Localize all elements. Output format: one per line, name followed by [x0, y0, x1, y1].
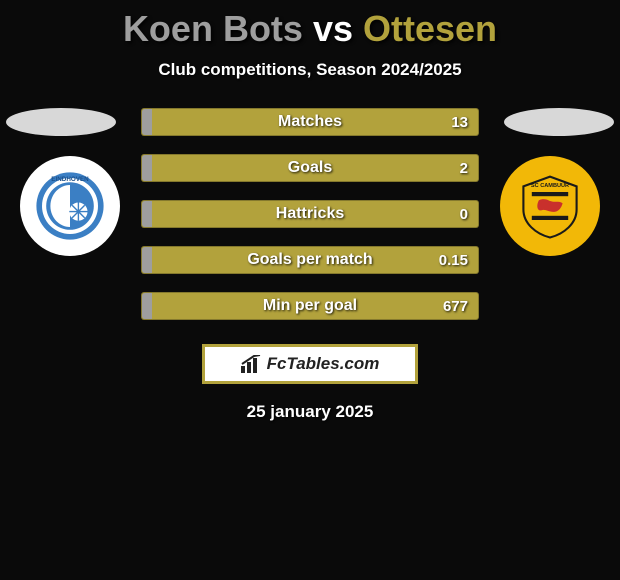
- vs-text: vs: [313, 8, 353, 49]
- subtitle: Club competitions, Season 2024/2025: [158, 60, 461, 80]
- stat-bar-label: Goals: [288, 159, 332, 177]
- brand-text: FcTables.com: [267, 354, 380, 374]
- player2-name: Ottesen: [363, 8, 497, 49]
- stat-bar-value: 0: [460, 206, 468, 223]
- stat-bar-value: 13: [451, 114, 468, 131]
- stat-bar: Min per goal 677: [141, 292, 479, 320]
- stat-bar-value: 0.15: [439, 252, 468, 269]
- stat-bar-fill: [142, 155, 152, 181]
- stat-bar-label: Min per goal: [263, 297, 357, 315]
- stat-bar-value: 677: [443, 298, 468, 315]
- player1-name: Koen Bots: [123, 8, 303, 49]
- stat-bars: Matches 13 Goals 2 Hattricks 0 Goals per match…: [141, 108, 479, 320]
- stat-bar: Hattricks 0: [141, 200, 479, 228]
- chart-icon: [241, 355, 263, 373]
- player2-ellipse: [504, 108, 614, 136]
- stat-bar-fill: [142, 247, 152, 273]
- sc-cambuur-icon: SC CAMBUUR: [515, 171, 585, 241]
- club-badge-right: SC CAMBUUR: [500, 156, 600, 256]
- stat-bar-value: 2: [460, 160, 468, 177]
- comparison-body: EINDHOVEN SC CAMBUUR Matches 13 Goals 2 Hatt…: [0, 108, 620, 422]
- stat-bar: Goals per match 0.15: [141, 246, 479, 274]
- stat-bar-fill: [142, 201, 152, 227]
- stat-bar-fill: [142, 293, 152, 319]
- stat-bar-label: Goals per match: [247, 251, 372, 269]
- club-badge-left: EINDHOVEN: [20, 156, 120, 256]
- page-title: Koen Bots vs Ottesen: [123, 8, 497, 50]
- date-text: 25 january 2025: [247, 402, 374, 422]
- svg-text:EINDHOVEN: EINDHOVEN: [51, 176, 89, 183]
- stat-bar-label: Matches: [278, 113, 342, 131]
- stat-bar: Goals 2: [141, 154, 479, 182]
- brand-box: FcTables.com: [202, 344, 418, 384]
- stat-bar-label: Hattricks: [276, 205, 344, 223]
- stat-bar-fill: [142, 109, 152, 135]
- comparison-infographic: Koen Bots vs Ottesen Club competitions, …: [0, 0, 620, 422]
- fc-eindhoven-icon: EINDHOVEN: [35, 171, 105, 241]
- player1-ellipse: [6, 108, 116, 136]
- svg-text:SC CAMBUUR: SC CAMBUUR: [531, 183, 569, 189]
- stat-bar: Matches 13: [141, 108, 479, 136]
